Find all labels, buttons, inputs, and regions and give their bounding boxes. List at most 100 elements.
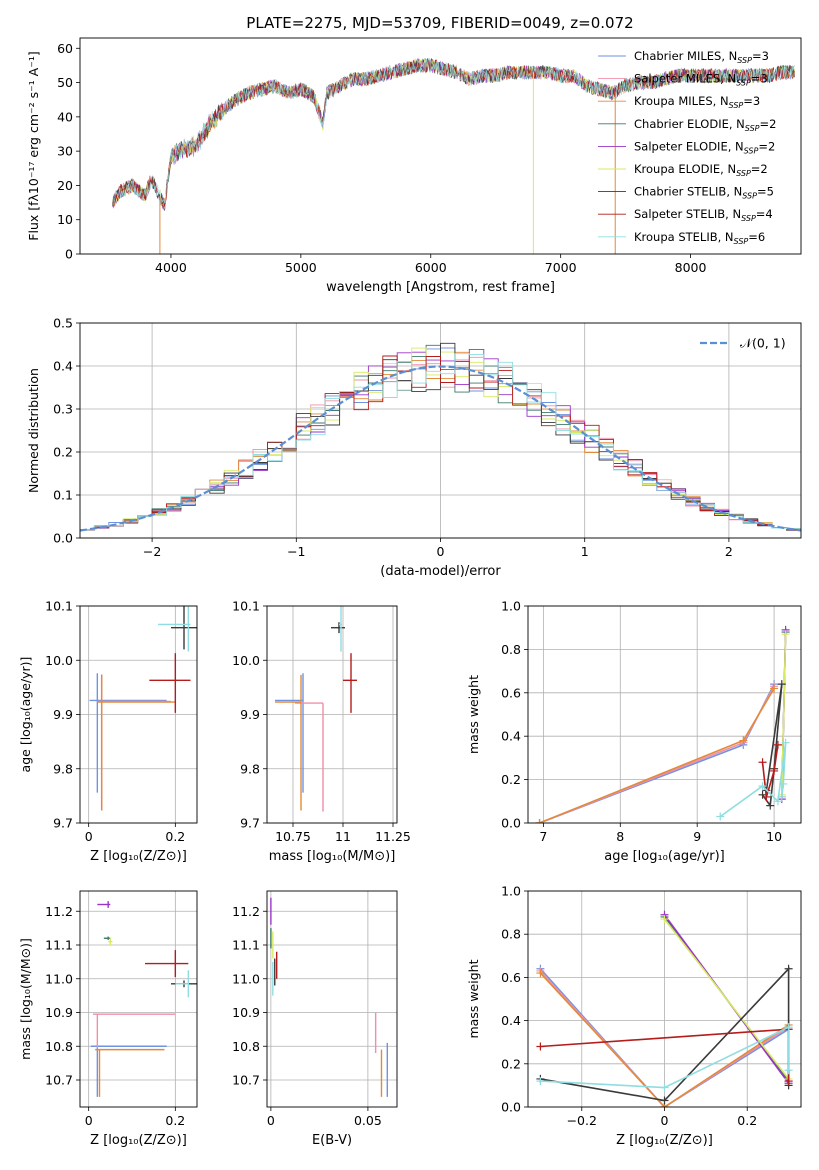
x-tick-label: 5000 (285, 260, 317, 275)
y-tick-label: 11.2 (232, 904, 260, 919)
x-tick-label: 7000 (545, 260, 577, 275)
weight-marker (770, 684, 779, 693)
panel-ebv-mass: 0 0.05 10.7 10.8 10.9 11.0 11.1 11.2 E(B-V) (232, 890, 398, 1148)
panel-z-mass: 0 0.2 10.7 10.8 10.9 11.0 11.1 11.2 Z [log₁₀(Z/Z… (18, 890, 198, 1148)
axes-frame (266, 890, 398, 1108)
x-tick-label: 8 (616, 829, 624, 844)
x-tick-label: 4000 (155, 260, 187, 275)
weight-line (540, 1025, 790, 1089)
y-tick-label: 9.9 (53, 707, 73, 722)
legend-entry: Chabrier ELODIE, NSSP=2 (634, 117, 776, 133)
weight-marker (762, 792, 771, 801)
panel-mass-age: 10.75 11 11.25 9.7 9.8 9.9 10.0 10.1 mass [log₁₀… (232, 599, 411, 865)
x-axis-label: wavelength [Angstrom, rest frame] (326, 280, 555, 295)
x-tick-label: 0 (85, 829, 93, 844)
y-tick-label: 1.0 (501, 599, 521, 614)
residual-histogram (80, 353, 801, 531)
weight-marker (777, 792, 786, 801)
x-axis-label: Z [log₁₀(Z/Z⊙)] (616, 1133, 713, 1148)
x-tick-label: 11 (335, 829, 351, 844)
plot-area (112, 57, 795, 254)
y-tick-label: 11.1 (45, 938, 73, 953)
legend-entry: Kroupa MILES, NSSP=3 (634, 94, 760, 110)
y-axis-label: Normed distribution (26, 368, 41, 493)
y-tick-label: 11.0 (232, 971, 260, 986)
legend-entry: Salpeter STELIB, NSSP=4 (634, 207, 773, 223)
weight-line (761, 744, 779, 798)
x-axis-label: (data-model)/error (380, 564, 501, 579)
y-tick-label: 0.0 (501, 816, 521, 831)
weight-marker (739, 736, 748, 745)
x-axis-label: E(B-V) (312, 1133, 352, 1148)
y-tick-label: 50 (57, 75, 73, 90)
axes-frame (527, 605, 802, 824)
y-tick-label: 0.3 (53, 402, 73, 417)
x-tick-label: 8000 (675, 260, 707, 275)
weight-line (539, 968, 790, 1107)
y-tick-label: 10.0 (232, 653, 260, 668)
y-tick-label: 0.4 (501, 1013, 521, 1028)
y-tick-label: 30 (57, 144, 73, 159)
weight-marker (535, 819, 544, 823)
y-axis-label: Flux [fλ10⁻¹⁷ erg cm⁻² s⁻¹ A⁻¹] (26, 51, 41, 240)
weight-marker (758, 758, 767, 767)
x-tick-label: 0.2 (737, 1113, 757, 1128)
axes-frame (266, 605, 398, 824)
y-tick-label: 0.0 (53, 531, 73, 546)
axes-frame (527, 890, 802, 1108)
x-tick-label: 2 (725, 544, 733, 559)
panel-z-age: 0 0.2 9.7 9.8 9.9 10.0 10.1 Z [log₁₀(Z/Z⊙)] age … (18, 599, 198, 864)
y-tick-label: 60 (57, 41, 73, 56)
y-tick-label: 10.7 (45, 1073, 73, 1088)
weight-marker (777, 680, 786, 689)
x-tick-label: −1 (287, 544, 305, 559)
panel-residuals: −2 −1 0 1 2 0.0 0.1 0.2 0.3 0.4 0.5 (data-model)/er… (26, 316, 802, 579)
y-tick-label: 0.4 (53, 359, 73, 374)
weight-marker (781, 738, 790, 747)
weight-line (539, 972, 790, 1107)
plot-area (80, 342, 801, 532)
weight-marker (770, 766, 779, 775)
y-tick-label: 9.7 (240, 816, 260, 831)
spectrum-line (112, 58, 795, 206)
plot-area (90, 901, 197, 1097)
y-tick-label: 40 (57, 109, 73, 124)
plot-area (535, 625, 790, 823)
legend-entry: Kroupa STELIB, NSSP=6 (634, 230, 765, 246)
x-tick-label: 7 (539, 829, 547, 844)
x-tick-label: 0.05 (354, 1113, 382, 1128)
y-axis-label: mass [log₁₀(M/M⊙)] (18, 938, 33, 1060)
weight-marker (758, 782, 767, 791)
x-axis-label: Z [log₁₀(Z/Z⊙)] (90, 849, 187, 864)
weight-marker (660, 1096, 669, 1105)
y-axis-label: mass weight (466, 959, 481, 1038)
plot-area (536, 910, 793, 1107)
legend-entry: Salpeter MILES, NSSP=3 (634, 72, 768, 88)
y-tick-label: 10.7 (232, 1073, 260, 1088)
x-tick-label: 10.75 (275, 829, 311, 844)
y-tick-label: 0.2 (53, 445, 73, 460)
weight-line (539, 970, 790, 1107)
x-axis-label: mass [log₁₀(M/M⊙)] (269, 849, 396, 864)
weight-marker (779, 779, 788, 788)
y-tick-label: 10.9 (45, 1005, 73, 1020)
y-tick-label: 10.1 (45, 599, 73, 614)
weight-marker (536, 1077, 545, 1086)
axes-frame (79, 605, 198, 824)
x-tick-label: 0 (661, 1113, 669, 1128)
y-axis-label: mass weight (466, 675, 481, 754)
y-tick-label: 9.8 (53, 761, 73, 776)
x-tick-label: −0.2 (567, 1113, 597, 1128)
legend-entry: Salpeter ELODIE, NSSP=2 (634, 139, 775, 155)
y-tick-label: 0.8 (501, 927, 521, 942)
plot-area (89, 606, 197, 811)
x-tick-label: 0 (85, 1113, 93, 1128)
y-tick-label: 11.2 (45, 904, 73, 919)
x-tick-label: 0.2 (165, 829, 185, 844)
panel-spectrum: 4000 5000 6000 7000 8000 0 10 20 30 40 50 60 wavelen… (26, 37, 802, 295)
y-tick-label: 0.6 (501, 970, 521, 985)
y-tick-label: 9.7 (53, 816, 73, 831)
y-tick-label: 0.8 (501, 642, 521, 657)
weight-marker (766, 801, 775, 810)
